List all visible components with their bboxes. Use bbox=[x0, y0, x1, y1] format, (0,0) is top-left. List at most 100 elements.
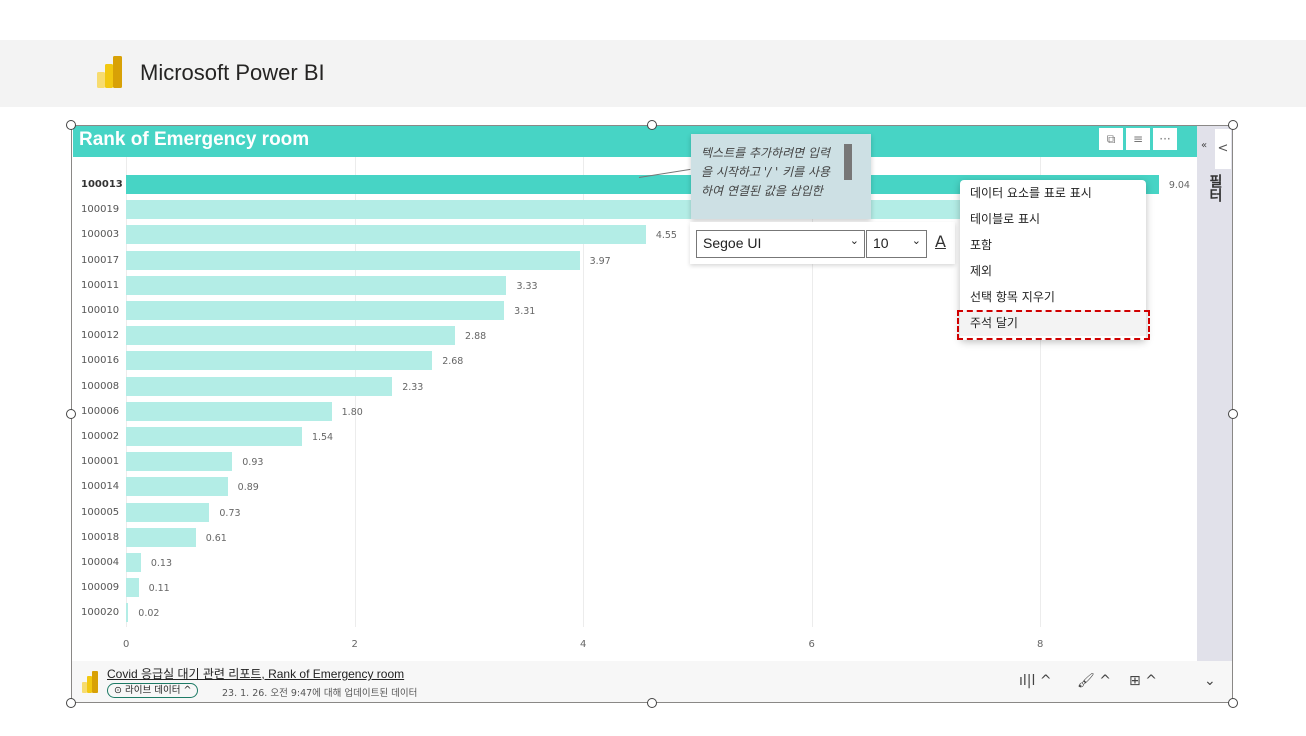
annotation-scrollbar[interactable] bbox=[844, 144, 852, 180]
app-title: Microsoft Power BI bbox=[140, 60, 325, 85]
format-button[interactable]: 🖌 ^ bbox=[1077, 673, 1111, 689]
bar[interactable] bbox=[126, 225, 646, 245]
category-label: 100012 bbox=[81, 330, 120, 342]
bar[interactable] bbox=[126, 175, 1159, 194]
bar[interactable] bbox=[126, 553, 141, 572]
data-label: 3.33 bbox=[516, 280, 538, 292]
menu-item-annotate[interactable]: 주석 달기 bbox=[960, 310, 1146, 336]
resize-handle[interactable] bbox=[1228, 120, 1238, 130]
gridline bbox=[1040, 157, 1041, 627]
resize-handle[interactable] bbox=[66, 409, 76, 419]
filter-pane[interactable]: « < 필터 bbox=[1197, 126, 1232, 661]
bar[interactable] bbox=[126, 477, 228, 497]
data-label: 1.54 bbox=[311, 432, 334, 443]
collapse-pane-button[interactable]: < bbox=[1215, 129, 1231, 169]
copy-visual-button[interactable]: ⧉ bbox=[1099, 128, 1123, 150]
category-label: 100014 bbox=[81, 481, 120, 493]
collapse-footer-button[interactable]: ⌄ bbox=[1204, 673, 1216, 689]
resize-handle[interactable] bbox=[66, 120, 76, 130]
annotation-line: 하여 연결된 값을 삽입한 bbox=[701, 184, 823, 198]
category-label: 100010 bbox=[81, 305, 120, 316]
add-field-button[interactable]: ⊞ ^ bbox=[1129, 673, 1157, 689]
data-label: 0.61 bbox=[205, 532, 227, 544]
data-label: 9.04 bbox=[1168, 180, 1190, 191]
menu-item-show-table[interactable]: 테이블로 표시 bbox=[970, 212, 1041, 226]
font-family-select[interactable]: Segoe UI ⌄ bbox=[696, 230, 865, 258]
category-label: 100011 bbox=[81, 279, 120, 291]
category-label: 100008 bbox=[81, 380, 120, 392]
menu-item-show-as-table[interactable]: 데이터 요소를 표로 표시 bbox=[970, 186, 1092, 200]
bar[interactable] bbox=[126, 301, 505, 320]
caret-up-icon: ^ bbox=[1145, 673, 1157, 689]
bar[interactable] bbox=[126, 351, 433, 371]
category-label: 100009 bbox=[81, 582, 120, 594]
menu-item-exclude[interactable]: 제외 bbox=[970, 264, 993, 278]
powerbi-logo-icon bbox=[97, 56, 122, 88]
resize-handle[interactable] bbox=[66, 698, 76, 708]
bar[interactable] bbox=[126, 200, 1018, 220]
bar[interactable] bbox=[126, 250, 580, 270]
category-label: 100018 bbox=[81, 531, 120, 543]
x-tick-label: 0 bbox=[123, 639, 130, 650]
filter-button[interactable]: ≡ bbox=[1126, 128, 1150, 150]
data-label: 2.68 bbox=[442, 356, 464, 368]
data-label: 0.73 bbox=[219, 507, 241, 519]
annotation-font-toolbar: Segoe UI ⌄ 10 ⌄ A bbox=[690, 222, 955, 264]
bar[interactable] bbox=[126, 427, 302, 446]
resize-handle[interactable] bbox=[647, 698, 657, 708]
resize-handle[interactable] bbox=[1228, 409, 1238, 419]
x-tick-label: 6 bbox=[808, 639, 815, 650]
bar[interactable] bbox=[126, 376, 393, 396]
category-label: 100019 bbox=[81, 204, 120, 216]
bar[interactable] bbox=[126, 578, 139, 598]
bar[interactable] bbox=[126, 275, 507, 295]
live-data-label: 라이브 데이터 bbox=[124, 685, 181, 696]
x-tick-label: 4 bbox=[580, 639, 587, 650]
data-label: 4.55 bbox=[655, 230, 677, 242]
visual-header: Rank of Emergency room ⧉ ≡ ··· bbox=[73, 126, 1197, 157]
caret-up-icon: ^ bbox=[1039, 673, 1052, 689]
filter-pane-label: 필터 bbox=[1207, 174, 1223, 202]
more-options-button[interactable]: ··· bbox=[1153, 128, 1177, 150]
live-data-badge[interactable]: ⊙ 라이브 데이터 ^ bbox=[107, 683, 199, 698]
category-label: 100006 bbox=[81, 405, 120, 417]
gridline bbox=[811, 157, 813, 627]
annotation-line: 텍스트를 추가하려면 입력 bbox=[701, 146, 831, 160]
category-label: 100017 bbox=[81, 254, 120, 266]
format-brush-icon: 🖌 bbox=[1077, 673, 1095, 689]
highlight-box bbox=[957, 310, 1150, 340]
category-label: 100005 bbox=[81, 506, 120, 518]
font-family-value: Segoe UI bbox=[703, 235, 762, 251]
data-label: 0.13 bbox=[150, 558, 172, 569]
data-label: 3.31 bbox=[514, 306, 536, 317]
category-label: 100013 bbox=[81, 179, 123, 190]
resize-handle[interactable] bbox=[1228, 698, 1238, 708]
bar[interactable] bbox=[126, 401, 332, 421]
font-color-button[interactable]: A bbox=[935, 232, 946, 251]
font-size-select[interactable]: 10 ⌄ bbox=[866, 230, 927, 258]
bar[interactable] bbox=[126, 502, 210, 522]
menu-item-include[interactable]: 포함 bbox=[970, 238, 993, 252]
data-label: 1.80 bbox=[341, 406, 363, 418]
data-label: 2.33 bbox=[402, 381, 424, 393]
expand-icon[interactable]: « bbox=[1201, 140, 1208, 151]
category-label: 100020 bbox=[81, 607, 120, 619]
category-label: 100016 bbox=[81, 355, 120, 367]
annotation-textbox[interactable]: 텍스트를 추가하려면 입력 을 시작하고 '/ ' 키를 사용 하여 연결된 값… bbox=[691, 134, 871, 219]
resize-handle[interactable] bbox=[647, 120, 657, 130]
report-link[interactable]: Covid 응급실 대기 관련 리포트, Rank of Emergency r… bbox=[107, 667, 405, 681]
data-label: 0.02 bbox=[138, 608, 160, 620]
bar[interactable] bbox=[126, 326, 456, 346]
menu-item-clear-selection[interactable]: 선택 항목 지우기 bbox=[970, 290, 1055, 304]
bar[interactable] bbox=[126, 527, 196, 547]
data-label: 0.89 bbox=[237, 482, 259, 494]
bar[interactable] bbox=[126, 452, 233, 472]
annotation-line: 을 시작하고 '/ ' 키를 사용 bbox=[701, 165, 831, 179]
bar[interactable] bbox=[126, 603, 129, 623]
filter-icon: ≡ bbox=[1132, 132, 1144, 146]
category-label: 100002 bbox=[81, 431, 120, 442]
font-size-value: 10 bbox=[873, 235, 889, 251]
visual-type-button[interactable]: ıl|l ^ bbox=[1019, 673, 1052, 689]
more-options-icon: ··· bbox=[1159, 132, 1171, 146]
x-tick-label: 8 bbox=[1037, 639, 1044, 650]
